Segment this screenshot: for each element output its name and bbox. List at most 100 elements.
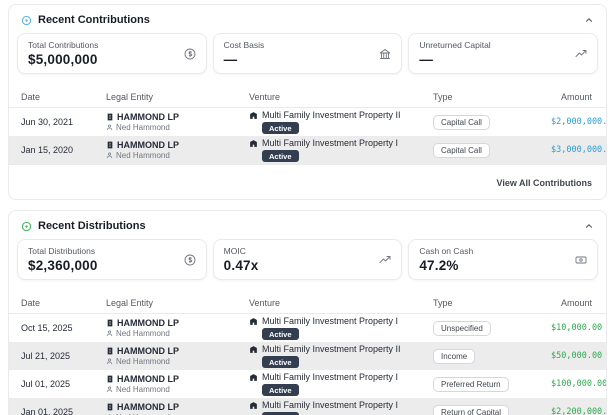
recent-contributions-section: Recent Contributions Total Contributions… xyxy=(8,4,607,200)
venture-icon xyxy=(249,373,258,382)
type-pill: Income xyxy=(433,348,476,364)
cell-venture: Multi Family Investment Property I Activ… xyxy=(249,400,433,415)
cell-type: Capital Call xyxy=(433,142,551,158)
cell-venture: Multi Family Investment Property I Activ… xyxy=(249,316,433,340)
cell-type: Unspecified xyxy=(433,320,551,336)
venture-icon xyxy=(249,401,258,410)
col-header-venture: Venture xyxy=(249,298,281,308)
cell-legal-entity: HAMMOND LP Ned Hammond xyxy=(106,318,249,338)
building-icon xyxy=(106,141,114,149)
contributions-header: Recent Contributions xyxy=(9,5,606,33)
cell-venture: Multi Family Investment Property I Activ… xyxy=(249,138,433,162)
unreturned-capital-card: Unreturned Capital — xyxy=(408,33,599,74)
col-header-type: Type xyxy=(433,298,453,308)
cell-amount: $50,000.00 xyxy=(551,351,603,361)
dollar-circle-icon xyxy=(184,48,196,60)
status-badge: Active xyxy=(262,328,299,340)
table-row[interactable]: Jan 15, 2020 HAMMOND LP Ned Hammond Mult… xyxy=(9,136,606,164)
card-value: $2,360,000 xyxy=(28,258,98,273)
cell-venture: Multi Family Investment Property II Acti… xyxy=(249,344,433,368)
building-icon xyxy=(106,347,114,355)
cell-legal-entity: HAMMOND LP Ned Hammond xyxy=(106,112,249,132)
card-label: Cost Basis xyxy=(223,40,265,50)
venture-icon xyxy=(249,111,258,120)
cell-date: Jan 15, 2020 xyxy=(21,145,74,155)
cell-venture: Multi Family Investment Property II Acti… xyxy=(249,110,433,134)
person-icon xyxy=(106,124,113,131)
card-label: MOIC xyxy=(223,246,246,256)
total-distributions-card: Total Distributions $2,360,000 xyxy=(17,239,207,280)
card-value: 47.2% xyxy=(419,258,459,273)
type-pill: Unspecified xyxy=(433,320,491,336)
contributions-footer: View All Contributions xyxy=(9,164,606,199)
col-header-legal-entity: Legal Entity xyxy=(106,298,154,308)
moic-card: MOIC 0.47x xyxy=(212,239,403,280)
distributions-summary-cards: Total Distributions $2,360,000 MOIC 0.47… xyxy=(9,239,606,280)
col-header-amount: Amount xyxy=(560,298,592,308)
circle-dot-icon xyxy=(21,221,32,232)
cell-type: Income xyxy=(433,348,551,364)
person-icon xyxy=(106,358,113,365)
col-header-date: Date xyxy=(21,92,41,102)
banknote-icon xyxy=(575,254,587,266)
cell-date: Jul 01, 2025 xyxy=(21,379,71,389)
status-badge: Active xyxy=(262,122,299,134)
section-title: Recent Distributions xyxy=(38,220,146,232)
section-title: Recent Contributions xyxy=(38,14,150,26)
contributions-table: Date Legal Entity Venture Type Amount Ju… xyxy=(9,87,606,164)
cell-venture: Multi Family Investment Property I Activ… xyxy=(249,372,433,396)
cell-type: Capital Call xyxy=(433,114,551,130)
col-header-venture: Venture xyxy=(249,92,281,102)
distributions-header: Recent Distributions xyxy=(9,211,606,239)
contributions-summary-cards: Total Contributions $5,000,000 Cost Basi… xyxy=(9,33,606,74)
col-header-amount: Amount xyxy=(560,92,592,102)
venture-icon xyxy=(249,317,258,326)
cell-legal-entity: HAMMOND LP Ned Hammond xyxy=(106,374,249,394)
dollar-circle-icon xyxy=(184,254,196,266)
cash-on-cash-card: Cash on Cash 47.2% xyxy=(408,239,599,280)
cell-legal-entity: HAMMOND LP Ned Hammond xyxy=(106,402,249,415)
person-icon xyxy=(106,330,113,337)
cell-amount: $2,200,000.00 xyxy=(551,407,607,415)
card-value: — xyxy=(223,52,238,67)
table-header-row: Date Legal Entity Venture Type Amount xyxy=(9,87,606,108)
circle-dot-icon xyxy=(21,15,32,26)
cell-amount: $2,000,000.00 xyxy=(551,117,607,127)
card-label: Unreturned Capital xyxy=(419,40,491,50)
card-label: Total Distributions xyxy=(28,246,96,256)
col-header-type: Type xyxy=(433,92,453,102)
table-row[interactable]: Jun 30, 2021 HAMMOND LP Ned Hammond Mult… xyxy=(9,108,606,136)
table-row[interactable]: Jul 21, 2025 HAMMOND LP Ned Hammond Mult… xyxy=(9,342,606,370)
status-badge: Active xyxy=(262,356,299,368)
card-label: Total Contributions xyxy=(28,40,99,50)
trending-up-icon xyxy=(379,254,391,266)
cell-legal-entity: HAMMOND LP Ned Hammond xyxy=(106,346,249,366)
cell-date: Oct 15, 2025 xyxy=(21,323,73,333)
cell-amount: $10,000.00 xyxy=(551,323,603,333)
building-icon xyxy=(106,375,114,383)
type-pill: Capital Call xyxy=(433,142,490,158)
person-icon xyxy=(106,152,113,159)
col-header-date: Date xyxy=(21,298,41,308)
type-pill: Return of Capital xyxy=(433,404,510,415)
cell-legal-entity: HAMMOND LP Ned Hammond xyxy=(106,140,249,160)
cell-amount: $100,000.00 xyxy=(551,379,607,389)
view-all-contributions-link[interactable]: View All Contributions xyxy=(496,178,592,188)
building-icon xyxy=(106,403,114,411)
col-header-legal-entity: Legal Entity xyxy=(106,92,154,102)
card-label: Cash on Cash xyxy=(419,246,474,256)
card-value: 0.47x xyxy=(223,258,259,273)
chevron-up-icon[interactable] xyxy=(584,221,594,231)
table-row[interactable]: Jan 01, 2025 HAMMOND LP Ned Hammond Mult… xyxy=(9,398,606,415)
table-header-row: Date Legal Entity Venture Type Amount xyxy=(9,293,606,314)
type-pill: Preferred Return xyxy=(433,376,509,392)
table-row[interactable]: Oct 15, 2025 HAMMOND LP Ned Hammond Mult… xyxy=(9,314,606,342)
chevron-up-icon[interactable] xyxy=(584,15,594,25)
person-icon xyxy=(106,386,113,393)
cell-date: Jan 01, 2025 xyxy=(21,407,74,415)
venture-icon xyxy=(249,345,258,354)
landmark-icon xyxy=(379,48,391,60)
table-row[interactable]: Jul 01, 2025 HAMMOND LP Ned Hammond Mult… xyxy=(9,370,606,398)
trending-up-icon xyxy=(575,48,587,60)
type-pill: Capital Call xyxy=(433,114,490,130)
